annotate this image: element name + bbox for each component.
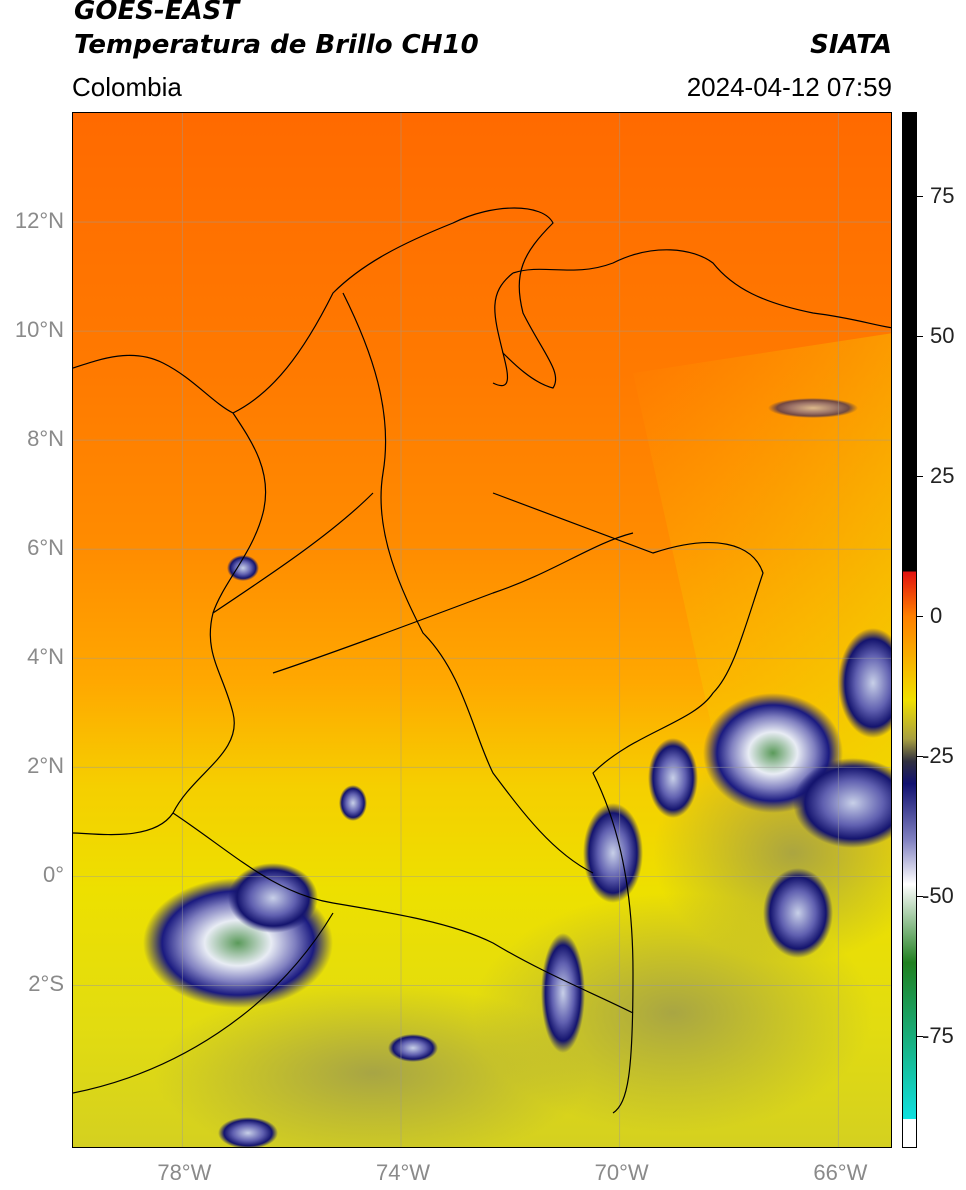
convective-cloud [218, 1117, 278, 1147]
lat-tick-label: 12°N [14, 208, 64, 234]
convective-cloud [583, 803, 643, 903]
convective-cloud [793, 758, 891, 848]
colorbar-tick-label: 50 [930, 323, 955, 348]
colorbar-tick-label: 0 [930, 603, 943, 628]
lon-tick-label: 70°W [594, 1160, 649, 1185]
venezuela-coastline [512, 249, 891, 329]
lon-tick-label: 66°W [813, 1160, 868, 1185]
department-border [272, 532, 634, 674]
colorbar-tick [917, 616, 923, 617]
convective-cloud [763, 868, 833, 958]
convective-cloud [768, 398, 858, 418]
region-label: Colombia [72, 72, 182, 102]
colorbar-tick-label: -50 [922, 883, 954, 908]
gridlines [73, 113, 891, 1147]
map-canvas [73, 113, 891, 1147]
south-border [172, 812, 634, 1014]
satellite-title: GOES-EAST [74, 0, 240, 26]
lon-tick-label: 74°W [376, 1160, 431, 1185]
eastern-border [492, 492, 764, 1114]
convective-cloud [388, 1034, 438, 1062]
colorbar-tick [917, 756, 923, 757]
lat-tick-label: 2°N [27, 753, 64, 779]
convective-cloud [227, 555, 259, 581]
convective-cloud [838, 628, 891, 738]
colorbar-tick [917, 896, 923, 897]
boundaries [73, 207, 891, 1114]
lat-tick-label: 0° [42, 862, 64, 888]
satellite-map[interactable] [72, 112, 892, 1148]
eastern-warm-band [633, 333, 891, 813]
colorbar-tick [917, 476, 923, 477]
lat-tick-label: 2°S [28, 971, 64, 997]
pacific-coastline [73, 354, 267, 836]
colorbar-tick [917, 336, 923, 337]
product-title: Temperatura de Brillo CH10 [74, 30, 479, 60]
lat-tick-label: 8°N [27, 426, 64, 452]
convective-cloud [648, 738, 698, 818]
haze-region [153, 983, 593, 1147]
convective-cloud [228, 863, 318, 933]
colorbar-tick-label: -75 [922, 1023, 954, 1048]
colorbar-tick [917, 196, 923, 197]
lat-tick-label: 10°N [14, 317, 64, 343]
colorbar [902, 112, 917, 1148]
convective-cloud [339, 785, 367, 821]
agency-label: SIATA [810, 30, 892, 60]
caribbean-coastline [232, 207, 557, 414]
peru-border [73, 912, 334, 1094]
colorbar-tick-label: 25 [930, 463, 955, 488]
lat-tick-label: 4°N [27, 644, 64, 670]
colorbar-tick [917, 1036, 923, 1037]
maracaibo-lake [494, 272, 514, 354]
department-border [342, 292, 594, 874]
lon-tick-label: 78°W [157, 1160, 212, 1185]
datetime-label: 2024-04-12 07:59 [686, 72, 892, 102]
colorbar-tick-label: -25 [922, 743, 954, 768]
convective-cloud [541, 933, 585, 1053]
colorbar-tick-label: 75 [930, 183, 955, 208]
lat-tick-label: 6°N [27, 535, 64, 561]
department-border [212, 492, 374, 614]
